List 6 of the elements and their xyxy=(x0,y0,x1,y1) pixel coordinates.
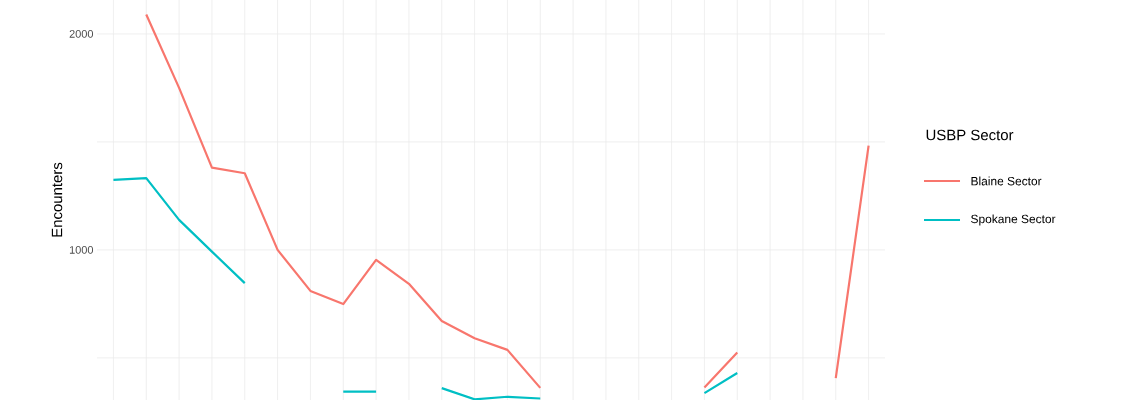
legend-title: USBP Sector xyxy=(926,129,1014,141)
legend-label: Blaine Sector xyxy=(971,176,1042,186)
legend-label: Spokane Sector xyxy=(971,214,1056,226)
y-tick-label: 1000 xyxy=(69,246,94,254)
y-axis-title: Encounters xyxy=(51,162,63,237)
y-tick-label: 2000 xyxy=(69,30,94,38)
